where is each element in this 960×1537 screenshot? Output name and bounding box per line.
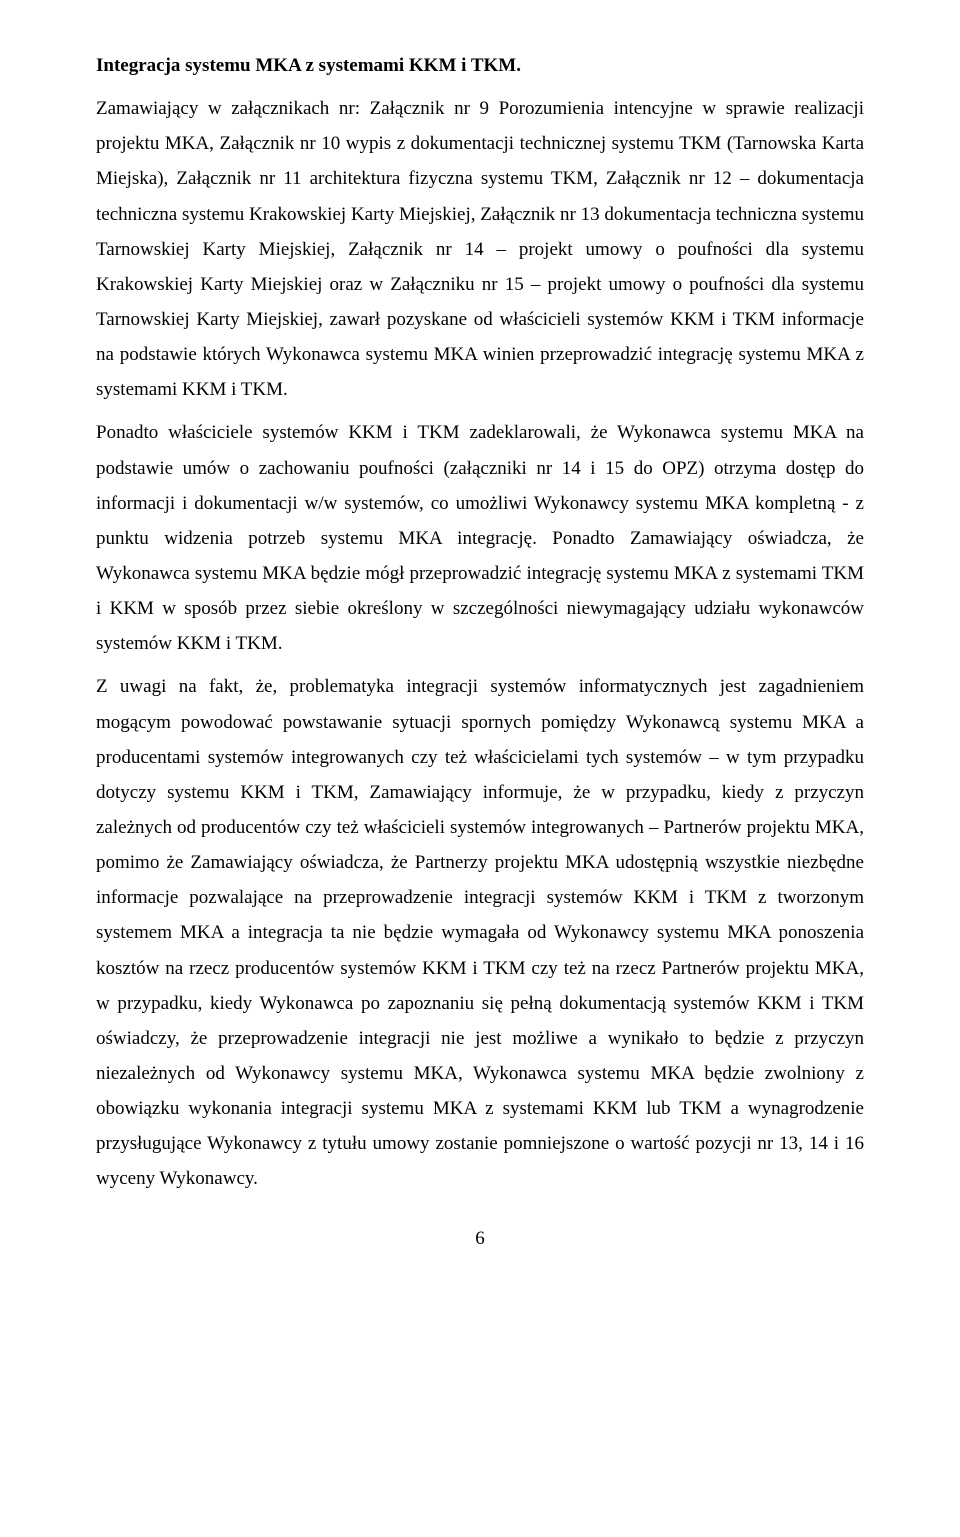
- section-heading: Integracja systemu MKA z systemami KKM i…: [96, 48, 864, 83]
- document-page: Integracja systemu MKA z systemami KKM i…: [0, 0, 960, 1537]
- page-number: 6: [96, 1221, 864, 1256]
- paragraph-2: Ponadto właściciele systemów KKM i TKM z…: [96, 415, 864, 661]
- paragraph-3: Z uwagi na fakt, że, problematyka integr…: [96, 669, 864, 1196]
- paragraph-1: Zamawiający w załącznikach nr: Załącznik…: [96, 91, 864, 407]
